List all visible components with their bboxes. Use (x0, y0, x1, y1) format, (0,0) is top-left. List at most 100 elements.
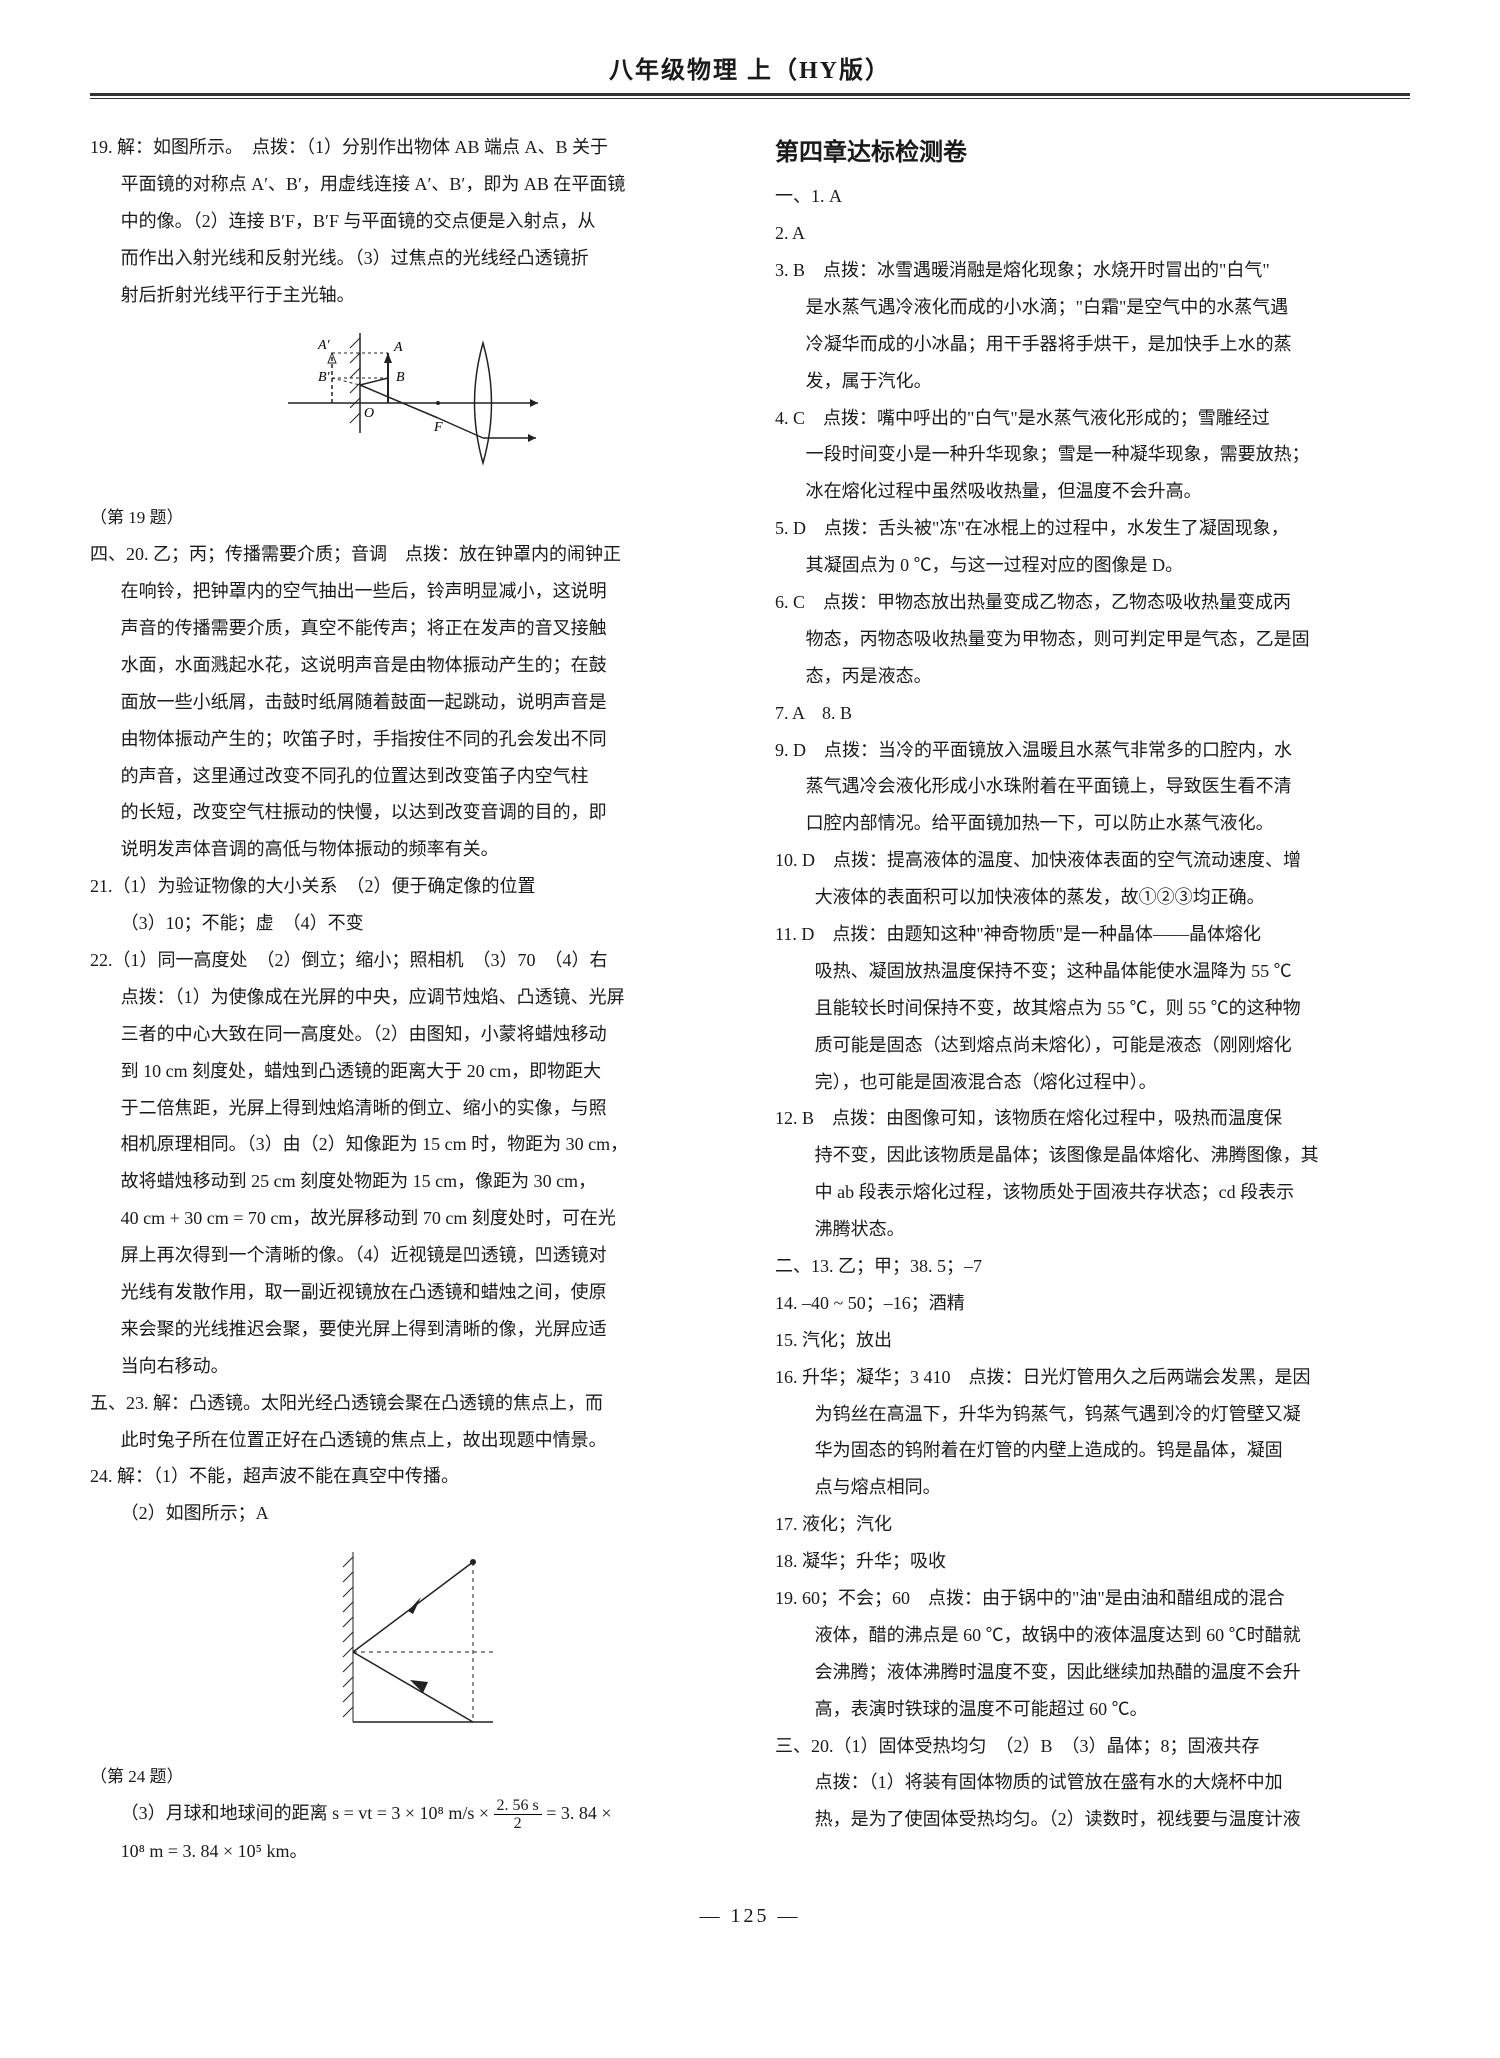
r-a10-lead: 10. D 点拨：提高液体的温度、加快液体表面的空气流动速度、增 (775, 842, 1410, 879)
svg-text:A: A (393, 340, 403, 355)
q19-l4: 射后折射光线平行于主光轴。 (90, 277, 725, 314)
r-a5-2: 其凝固点为 0 ℃，与这一过程对应的图像是 D。 (775, 547, 1410, 584)
chapter-title: 第四章达标检测卷 (775, 129, 1410, 178)
r-a3-lead: 3. B 点拨：冰雪遇暖消融是熔化现象；水烧开时冒出的"白气" (775, 252, 1410, 289)
q19-l3: 而作出入射光线和反射光线。（3）过焦点的光线经凸透镜折 (90, 240, 725, 277)
q24-c-frac: 2. 56 s2 (494, 1797, 542, 1833)
r-a11-2: 且能较长时间保持不变，故其熔点为 55 ℃，则 55 ℃的这种物 (775, 990, 1410, 1027)
r-a16-1: 为钨丝在高温下，升华为钨蒸气，钨蒸气遇到冷的灯管壁又凝 (775, 1396, 1410, 1433)
r-a11-4: 完），也可能是固液混合态（熔化过程中）。 (775, 1064, 1410, 1101)
left-column: 19. 解：如图所示。 点拨：（1）分别作出物体 AB 端点 A、B 关于 平面… (90, 129, 725, 1870)
q23-2: 此时兔子所在位置正好在凸透镜的焦点上，故出现题中情景。 (90, 1422, 725, 1459)
q20-4: 面放一些小纸屑，击鼓时纸屑随着鼓面一起跳动，说明声音是 (90, 684, 725, 721)
r-a11-lead: 11. D 点拨：由题知这种"神奇物质"是一种晶体——晶体熔化 (775, 916, 1410, 953)
content-columns: 19. 解：如图所示。 点拨：（1）分别作出物体 AB 端点 A、B 关于 平面… (90, 129, 1410, 1870)
q22-2: 三者的中心大致在同一高度处。（2）由图知，小蒙将蜡烛移动 (90, 1016, 725, 1053)
q22-6: 故将蜡烛移动到 25 cm 刻度处物距为 15 cm，像距为 30 cm， (90, 1163, 725, 1200)
q22-1: 点拨：（1）为使像成在光屏的中央，应调节烛焰、凸透镜、光屏 (90, 979, 725, 1016)
q24-c-post: = 3. 84 × (542, 1803, 612, 1823)
r-a12-1: 持不变，因此该物质是晶体；该图像是晶体熔化、沸腾图像，其 (775, 1137, 1410, 1174)
q24-c: （3）月球和地球间的距离 s = vt = 3 × 10⁸ m/s × 2. 5… (90, 1795, 725, 1833)
svg-text:B: B (396, 370, 405, 385)
q19-l2: 中的像。（2）连接 B′F，B′F 与平面镜的交点便是入射点，从 (90, 203, 725, 240)
figure-19-svg: A′ A B′ B O F (268, 323, 548, 483)
q24-frac-den: 2 (494, 1815, 542, 1833)
q22-5: 相机原理相同。（3）由（2）知像距为 15 cm 时，物距为 30 cm， (90, 1126, 725, 1163)
q20-8: 说明发声体音调的高低与物体振动的频率有关。 (90, 831, 725, 868)
r-a4-1: 一段时间变小是一种升华现象；雪是一种凝华现象，需要放热； (775, 436, 1410, 473)
q20-1: 在响铃，把钟罩内的空气抽出一些后，铃声明显减小，这说明 (90, 573, 725, 610)
r-a20-2: 热，是为了使固体受热均匀。（2）读数时，视线要与温度计液 (775, 1801, 1410, 1838)
r-a19-2: 会沸腾；液体沸腾时温度不变，因此继续加热醋的温度不会升 (775, 1654, 1410, 1691)
q20-6: 的声音，这里通过改变不同孔的位置达到改变笛子内空气柱 (90, 758, 725, 795)
q21-a: 21.（1）为验证物像的大小关系 （2）便于确定像的位置 (90, 868, 725, 905)
r-a3-2: 冷凝华而成的小冰晶；用干手器将手烘干，是加快手上水的蒸 (775, 326, 1410, 363)
r-a20-lead: 三、20.（1）固体受热均匀 （2）B （3）晶体；8；固液共存 (775, 1728, 1410, 1765)
r-a17: 17. 液化；汽化 (775, 1506, 1410, 1543)
r-a6-2: 态，丙是液态。 (775, 658, 1410, 695)
r-a19-1: 液体，醋的沸点是 60 ℃，故锅中的液体温度达到 60 ℃时醋就 (775, 1617, 1410, 1654)
svg-text:B′: B′ (318, 370, 331, 385)
r-a19-lead: 19. 60；不会；60 点拨：由于锅中的"油"是由油和醋组成的混合 (775, 1580, 1410, 1617)
r-a9-1: 蒸气遇冷会液化形成小水珠附着在平面镜上，导致医生看不清 (775, 768, 1410, 805)
q21-b: （3）10；不能；虚 （4）不变 (90, 905, 725, 942)
q20-7: 的长短，改变空气柱振动的快慢，以达到改变音调的目的，即 (90, 794, 725, 831)
header-rule (90, 93, 1410, 99)
q22-11: 当向右移动。 (90, 1348, 725, 1385)
q22-lead: 22.（1）同一高度处 （2）倒立；缩小；照相机 （3）70 （4）右 (90, 942, 725, 979)
r-a10-2: 大液体的表面积可以加快液体的蒸发，故①②③均正确。 (775, 879, 1410, 916)
r-a16-lead: 16. 升华；凝华；3 410 点拨：日光灯管用久之后两端会发黑，是因 (775, 1359, 1410, 1396)
q22-8: 屏上再次得到一个清晰的像。（4）近视镜是凹透镜，凹透镜对 (90, 1237, 725, 1274)
r-a12-lead: 12. B 点拨：由图像可知，该物质在熔化过程中，吸热而温度保 (775, 1100, 1410, 1137)
q24-frac-num: 2. 56 s (494, 1797, 542, 1816)
q19-lead: 19. 解：如图所示。 点拨：（1）分别作出物体 AB 端点 A、B 关于 (90, 129, 725, 166)
q20-3: 水面，水面溅起水花，这说明声音是由物体振动产生的；在鼓 (90, 647, 725, 684)
q24-c-pre: （3）月球和地球间的距离 s = vt = 3 × 10⁸ m/s × (121, 1803, 494, 1823)
r-a18: 18. 凝华；升华；吸收 (775, 1543, 1410, 1580)
header-text: 八年级物理 上（HY版） (609, 58, 891, 84)
svg-text:O: O (364, 406, 374, 421)
page-number: — 125 — (90, 1905, 1410, 1928)
q20-5: 由物体振动产生的；吹笛子时，手指按住不同的孔会发出不同 (90, 721, 725, 758)
r-a14: 14. –40 ~ 50；–16；酒精 (775, 1285, 1410, 1322)
r-a11-1: 吸热、凝固放热温度保持不变；这种晶体能使水温降为 55 ℃ (775, 953, 1410, 990)
figure-24 (90, 1542, 725, 1755)
r-a11-3: 质可能是固态（达到熔点尚未熔化），可能是液态（刚刚熔化 (775, 1027, 1410, 1064)
svg-text:F: F (433, 420, 443, 435)
r-a19-3: 高，表演时铁球的温度不可能超过 60 ℃。 (775, 1691, 1410, 1728)
q24-b: （2）如图所示；A (90, 1495, 725, 1532)
r-a13: 二、13. 乙；甲；38. 5；–7 (775, 1248, 1410, 1285)
figure-19-caption: （第 19 题） (90, 501, 725, 536)
q20-lead: 四、20. 乙；丙；传播需要介质；音调 点拨：放在钟罩内的闹钟正 (90, 536, 725, 573)
r-a4-2: 冰在熔化过程中虽然吸收热量，但温度不会升高。 (775, 473, 1410, 510)
r-a5-lead: 5. D 点拨：舌头被"冻"在冰棍上的过程中，水发生了凝固现象， (775, 510, 1410, 547)
r-a3-1: 是水蒸气遇冷液化而成的小水滴；"白霜"是空气中的水蒸气遇 (775, 289, 1410, 326)
r-a15: 15. 汽化；放出 (775, 1322, 1410, 1359)
r-a6-1: 物态，丙物态吸收热量变为甲物态，则可判定甲是气态，乙是固 (775, 621, 1410, 658)
page-header: 八年级物理 上（HY版） (90, 50, 1410, 85)
q22-3: 到 10 cm 刻度处，蜡烛到凸透镜的距离大于 20 cm，即物距大 (90, 1053, 725, 1090)
r-a12-3: 沸腾状态。 (775, 1211, 1410, 1248)
r-a2: 2. A (775, 215, 1410, 252)
q24-d: 10⁸ m = 3. 84 × 10⁵ km。 (90, 1833, 725, 1870)
q22-10: 来会聚的光线推迟会聚，要使光屏上得到清晰的像，光屏应适 (90, 1311, 725, 1348)
q23-lead: 五、23. 解：凸透镜。太阳光经凸透镜会聚在凸透镜的焦点上，而 (90, 1385, 725, 1422)
q22-4: 于二倍焦距，光屏上得到烛焰清晰的倒立、缩小的实像，与照 (90, 1090, 725, 1127)
r-a20-1: 点拨：（1）将装有固体物质的试管放在盛有水的大烧杯中加 (775, 1764, 1410, 1801)
right-column: 第四章达标检测卷 一、1. A 2. A 3. B 点拨：冰雪遇暖消融是熔化现象… (775, 129, 1410, 1870)
r-a6-lead: 6. C 点拨：甲物态放出热量变成乙物态，乙物态吸收热量变成丙 (775, 584, 1410, 621)
r-a1: 一、1. A (775, 178, 1410, 215)
r-a16-2: 华为固态的钨附着在灯管的内壁上造成的。钨是晶体，凝固 (775, 1432, 1410, 1469)
figure-24-caption: （第 24 题） (90, 1760, 725, 1795)
q22-7: 40 cm + 30 cm = 70 cm，故光屏移动到 70 cm 刻度处时，… (90, 1200, 725, 1237)
r-a16-3: 点与熔点相同。 (775, 1469, 1410, 1506)
q20-2: 声音的传播需要介质，真空不能传声；将正在发声的音叉接触 (90, 610, 725, 647)
q19-l1: 平面镜的对称点 A′、B′，用虚线连接 A′、B′，即为 AB 在平面镜 (90, 166, 725, 203)
r-a9-2: 口腔内部情况。给平面镜加热一下，可以防止水蒸气液化。 (775, 805, 1410, 842)
r-a3-3: 发，属于汽化。 (775, 363, 1410, 400)
q22-9: 光线有发散作用，取一副近视镜放在凸透镜和蜡烛之间，使原 (90, 1274, 725, 1311)
r-a7: 7. A 8. B (775, 695, 1410, 732)
q24-a: 24. 解：（1）不能，超声波不能在真空中传播。 (90, 1458, 725, 1495)
r-a4-lead: 4. C 点拨：嘴中呼出的"白气"是水蒸气液化形成的；雪雕经过 (775, 400, 1410, 437)
figure-24-svg (293, 1542, 523, 1742)
